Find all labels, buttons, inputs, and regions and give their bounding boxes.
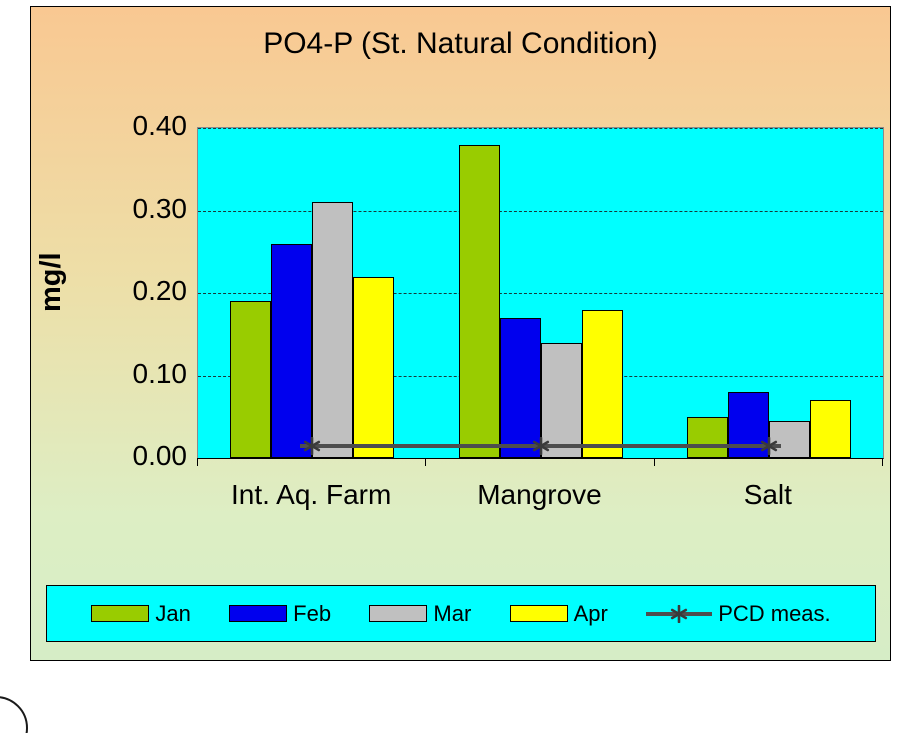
pcd-marker-icon [303,436,321,455]
legend-item: Mar [369,601,471,627]
x-axis-tick [197,458,198,466]
x-axis-tick [653,458,655,466]
legend-item: Feb [229,601,331,627]
legend-item: PCD meas. [646,600,831,627]
bar-feb [499,317,541,458]
asterisk-marker-icon [670,604,688,623]
legend-label: Feb [293,600,332,626]
category-label: Int. Aq. Farm [231,479,392,510]
x-axis-tick [882,458,883,466]
category-label: Salt [743,479,792,510]
bar-feb [271,243,313,458]
gridline [198,128,883,129]
legend-swatch [91,605,150,622]
legend-label: Jan [155,600,191,626]
legend-item: Apr [509,600,608,627]
legend-swatch [229,605,288,622]
y-tick-label: 0.10 [132,357,188,389]
legend-swatch [369,605,428,622]
legend-label: Mar [433,600,472,626]
pcd-line-icon [646,604,713,623]
y-axis-title: mg/l [35,252,67,312]
legend-label: PCD meas. [718,600,831,626]
y-tick-label: 0.00 [132,440,188,471]
y-tick-label: 0.40 [132,110,188,141]
plot-area [197,127,884,459]
bar-mar [312,202,354,458]
bar-apr [353,276,395,458]
bar-jan [458,144,500,458]
pcd-marker-icon [760,436,778,455]
bar-apr [809,400,851,458]
legend-swatch [509,605,568,622]
chart-object[interactable]: PO4-P (St. Natural Condition) mg/l 0.40 0… [30,6,891,661]
bar-apr [581,309,623,458]
category-label: Mangrove [477,479,602,510]
bar-jan [230,301,272,458]
gridline [198,293,883,294]
gridline [198,210,883,212]
oval-shape [0,696,28,733]
bar-mar [768,420,810,458]
legend-item: Jan [91,600,191,627]
x-axis-tick [425,458,427,466]
pcd-marker-icon [532,436,550,455]
legend-label: Apr [573,600,608,626]
bar-mar [540,342,582,458]
chart-title: PO4-P (St. Natural Condition) [263,27,658,60]
y-tick-label: 0.20 [132,275,188,306]
y-tick-label: 0.30 [132,192,188,224]
bar-jan [686,416,728,458]
legend: Jan Feb Mar Apr PCD meas. [46,585,876,642]
